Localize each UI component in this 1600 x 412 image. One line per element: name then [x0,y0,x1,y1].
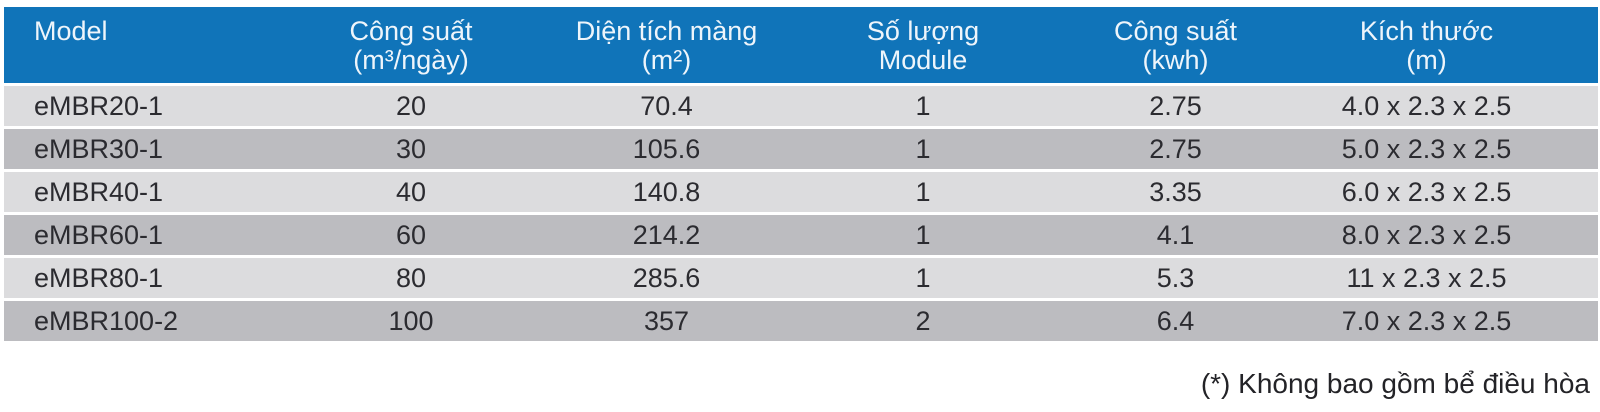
cell-dimensions: 11 x 2.3 x 2.5 [1300,255,1598,298]
header-module-count-line2: Module [878,45,968,75]
header-dimensions-line1: Kích thước [1359,16,1494,46]
cell-membrane-area: 140.8 [538,169,795,212]
cell-dimensions: 8.0 x 2.3 x 2.5 [1300,212,1598,255]
cell-power: 2.75 [1051,126,1300,169]
cell-module-count: 2 [795,298,1051,341]
cell-module-count: 1 [795,212,1051,255]
table-row: eMBR40-1 40 140.8 1 3.35 6.0 x 2.3 x 2.5 [4,169,1598,212]
cell-power: 2.75 [1051,83,1300,126]
cell-model: eMBR20-1 [4,83,284,126]
header-model-line1: Model [34,16,108,46]
header-dimensions: Kích thước (m) [1300,7,1598,83]
cell-dimensions: 7.0 x 2.3 x 2.5 [1300,298,1598,341]
cell-power: 5.3 [1051,255,1300,298]
header-power-line1: Công suất [1113,16,1238,46]
cell-dimensions: 6.0 x 2.3 x 2.5 [1300,169,1598,212]
cell-membrane-area: 357 [538,298,795,341]
header-model: Model [4,7,284,83]
cell-power: 6.4 [1051,298,1300,341]
cell-model: eMBR100-2 [4,298,284,341]
cell-model: eMBR80-1 [4,255,284,298]
header-membrane-area-line2: (m²) [641,45,692,75]
cell-membrane-area: 70.4 [538,83,795,126]
cell-module-count: 1 [795,83,1051,126]
header-membrane-area: Diện tích màng (m²) [538,7,795,83]
table-row: eMBR30-1 30 105.6 1 2.75 5.0 x 2.3 x 2.5 [4,126,1598,169]
table-row: eMBR20-1 20 70.4 1 2.75 4.0 x 2.3 x 2.5 [4,83,1598,126]
cell-capacity-flow: 40 [284,169,538,212]
header-dimensions-line2: (m) [1406,45,1447,75]
header-membrane-area-line1: Diện tích màng [575,16,758,46]
cell-capacity-flow: 100 [284,298,538,341]
table-row: eMBR100-2 100 357 2 6.4 7.0 x 2.3 x 2.5 [4,298,1598,341]
header-capacity-flow: Công suất (m³/ngày) [284,7,538,83]
cell-model: eMBR40-1 [4,169,284,212]
header-module-count: Số lượng Module [795,7,1051,83]
cell-membrane-area: 105.6 [538,126,795,169]
header-power: Công suất (kwh) [1051,7,1300,83]
cell-dimensions: 4.0 x 2.3 x 2.5 [1300,83,1598,126]
cell-capacity-flow: 20 [284,83,538,126]
cell-membrane-area: 285.6 [538,255,795,298]
cell-module-count: 1 [795,255,1051,298]
header-capacity-flow-line1: Công suất [349,16,473,46]
cell-model: eMBR30-1 [4,126,284,169]
cell-capacity-flow: 80 [284,255,538,298]
product-spec-table: Model Công suất (m³/ngày) Diện tích màng… [4,7,1598,341]
cell-power: 3.35 [1051,169,1300,212]
table-row: eMBR60-1 60 214.2 1 4.1 8.0 x 2.3 x 2.5 [4,212,1598,255]
cell-module-count: 1 [795,126,1051,169]
cell-module-count: 1 [795,169,1051,212]
cell-model: eMBR60-1 [4,212,284,255]
table-row: eMBR80-1 80 285.6 1 5.3 11 x 2.3 x 2.5 [4,255,1598,298]
cell-membrane-area: 214.2 [538,212,795,255]
cell-capacity-flow: 30 [284,126,538,169]
cell-capacity-flow: 60 [284,212,538,255]
cell-dimensions: 5.0 x 2.3 x 2.5 [1300,126,1598,169]
header-module-count-line1: Số lượng [866,16,980,46]
footnote: (*) Không bao gồm bể điều hòa [1200,368,1590,399]
header-capacity-flow-line2: (m³/ngày) [353,45,469,75]
header-row: Model Công suất (m³/ngày) Diện tích màng… [4,7,1598,83]
cell-power: 4.1 [1051,212,1300,255]
header-power-line2: (kwh) [1142,45,1209,75]
